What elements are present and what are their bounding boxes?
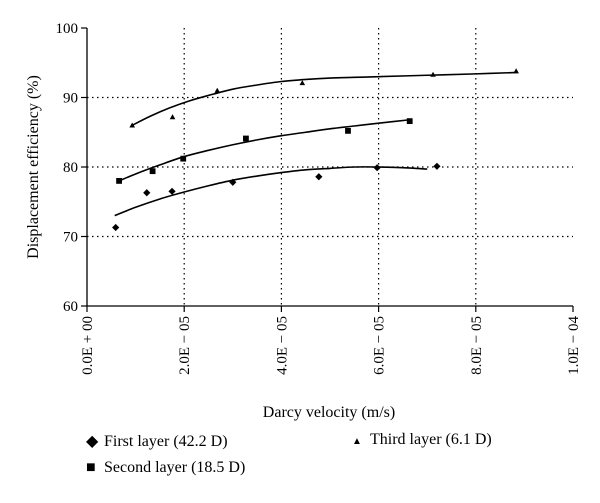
- data-point-square: [180, 155, 187, 162]
- trend-line-series-3: [131, 71, 518, 127]
- y-tick-label: 70: [63, 230, 78, 246]
- data-point-diamond: [373, 164, 381, 172]
- trend-line-series-2: [118, 118, 411, 182]
- data-point-diamond: [315, 173, 323, 181]
- data-point-diamond: [112, 223, 120, 232]
- data-point-triangle: [214, 87, 221, 93]
- data-point-diamond: [433, 162, 441, 170]
- data-point-square: [243, 135, 249, 142]
- y-tick-label: 100: [56, 21, 79, 37]
- y-tick-labels: 60 70 80 90 100: [56, 21, 79, 315]
- x-tick-label: 6.0E − 05: [372, 316, 388, 375]
- x-tick-label: 2.0E − 05: [177, 316, 193, 375]
- triangle-icon: ▲: [352, 436, 362, 447]
- data-point-square: [149, 168, 156, 175]
- y-tick-label: 60: [63, 299, 78, 315]
- x-tick-label: 1.0E − 04: [566, 316, 582, 375]
- data-point-square: [345, 127, 351, 134]
- data-point-square: [116, 178, 122, 184]
- x-tick-label: 8.0E − 05: [469, 316, 485, 375]
- legend-item-third-layer: ▲ Third layer (6.1 D): [352, 431, 492, 449]
- axes: [81, 27, 574, 312]
- legend-label-first-layer: First layer (42.2 D): [104, 433, 228, 450]
- x-tick-label: 4.0E − 05: [274, 316, 290, 375]
- legend-label-third-layer: Third layer (6.1 D): [370, 431, 492, 448]
- data-point-triangle: [430, 71, 436, 77]
- diamond-icon: ◆: [86, 433, 99, 450]
- data-point-triangle: [299, 80, 306, 86]
- x-tick-label: 0.0E + 00: [80, 316, 96, 375]
- legend-label-second-layer: Second layer (18.5 D): [104, 459, 246, 476]
- data-point-diamond: [229, 178, 237, 186]
- y-axis-title: Displacement efficiency (%): [25, 75, 42, 259]
- data-point-triangle: [169, 114, 176, 120]
- legend-item-first-layer: ◆ First layer (42.2 D): [86, 431, 228, 451]
- data-point-diamond: [143, 189, 151, 197]
- x-tick-labels: 0.0E + 00 2.0E − 05 4.0E − 05 6.0E − 05 8.0E…: [80, 316, 582, 375]
- y-tick-label: 90: [63, 91, 78, 107]
- x-axis-title: Darcy velocity (m/s): [263, 404, 395, 421]
- legend-item-second-layer: ■ Second layer (18.5 D): [86, 459, 245, 477]
- data-point-triangle: [129, 122, 135, 128]
- data-markers: [112, 68, 519, 232]
- square-icon: ■: [86, 459, 96, 476]
- y-tick-label: 80: [63, 160, 78, 176]
- data-point-triangle: [513, 68, 519, 74]
- data-point-square: [406, 118, 413, 125]
- data-point-diamond: [168, 187, 176, 195]
